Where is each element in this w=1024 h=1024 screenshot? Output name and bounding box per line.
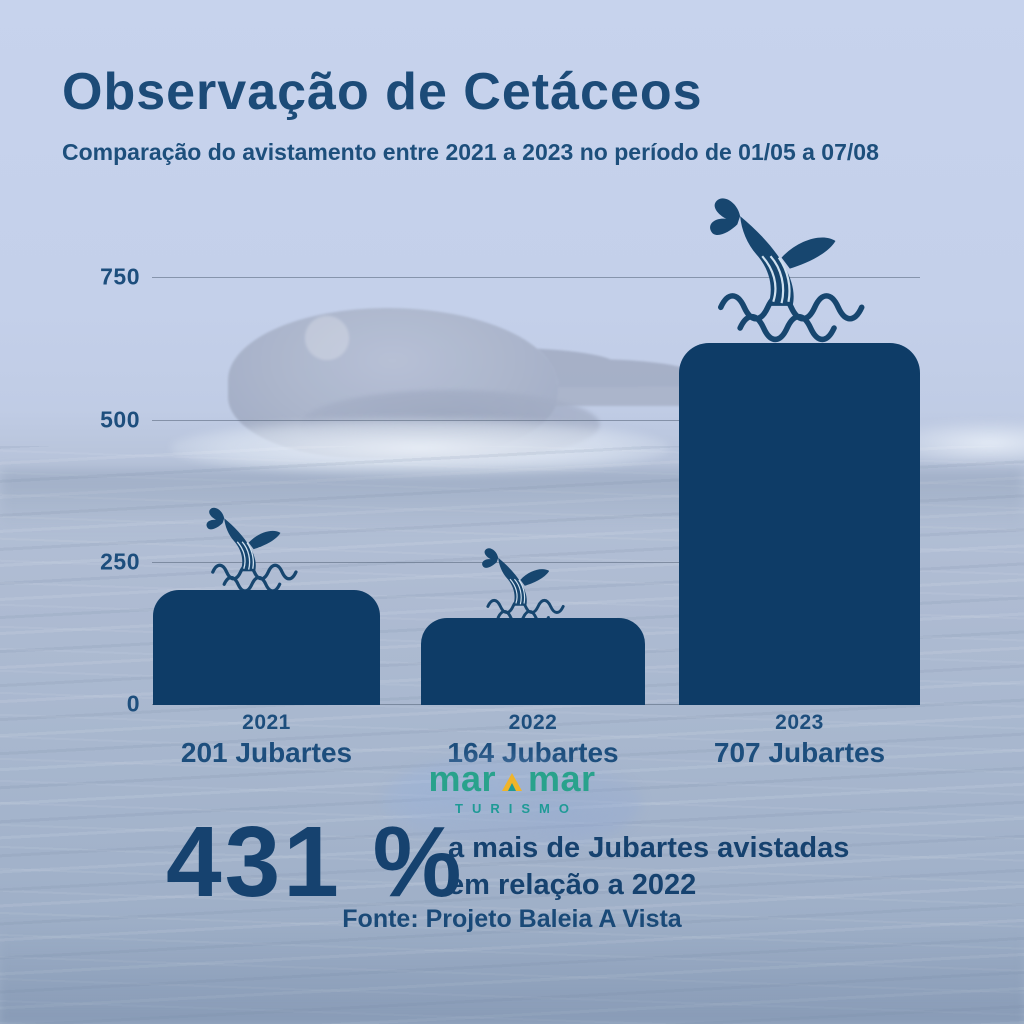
sea-bottom-shading <box>0 920 1024 1024</box>
gridline-500 <box>152 420 920 421</box>
logo-word-left: mar <box>428 758 496 799</box>
source-credit: Fonte: Projeto Baleia A Vista <box>342 905 682 933</box>
gridline-250 <box>152 562 920 563</box>
stat-description: a mais de Jubartes avistadas em relação … <box>448 830 849 904</box>
sea-foam <box>170 418 670 478</box>
whale-breach-icon <box>701 194 887 346</box>
logo-word-right: mar <box>528 758 596 799</box>
logo-tagline: TURISMO <box>455 801 578 816</box>
y-tick-750: 750 <box>100 263 140 290</box>
watercolor-splash <box>382 752 642 852</box>
stat-description-line1: a mais de Jubartes avistadas <box>448 832 850 864</box>
mar-a-mar-turismo-logo: mar mar TURISMO <box>362 752 662 852</box>
bar-2023 <box>679 343 920 705</box>
gridline-750 <box>152 277 920 278</box>
stat-description-line2: em relação a 2022 <box>448 869 697 901</box>
category-label: 2022 <box>508 711 558 734</box>
whale-breach-icon <box>479 544 575 629</box>
bar-label-2021: 2021 201 Jubartes <box>153 711 380 769</box>
y-tick-0: 0 <box>126 690 140 717</box>
page-title: Observação de Cetáceos <box>62 63 703 121</box>
bar-label-2023: 2023 707 Jubartes <box>679 711 920 769</box>
subtitle: Comparação do avistamento entre 2021 a 2… <box>62 139 879 165</box>
stat-percentage: 431 % <box>166 806 465 918</box>
y-tick-250: 250 <box>100 548 140 575</box>
logo-wordmark: mar mar <box>362 758 662 800</box>
whale-breach-icon <box>203 503 309 597</box>
bar-2021 <box>153 590 380 705</box>
value-label: 201 Jubartes <box>180 737 353 768</box>
value-label: 707 Jubartes <box>713 737 886 768</box>
sail-icon <box>502 773 522 791</box>
category-label: 2021 <box>242 711 291 734</box>
bar-2022 <box>421 618 645 705</box>
y-tick-500: 500 <box>100 406 140 433</box>
category-label: 2023 <box>775 711 824 734</box>
